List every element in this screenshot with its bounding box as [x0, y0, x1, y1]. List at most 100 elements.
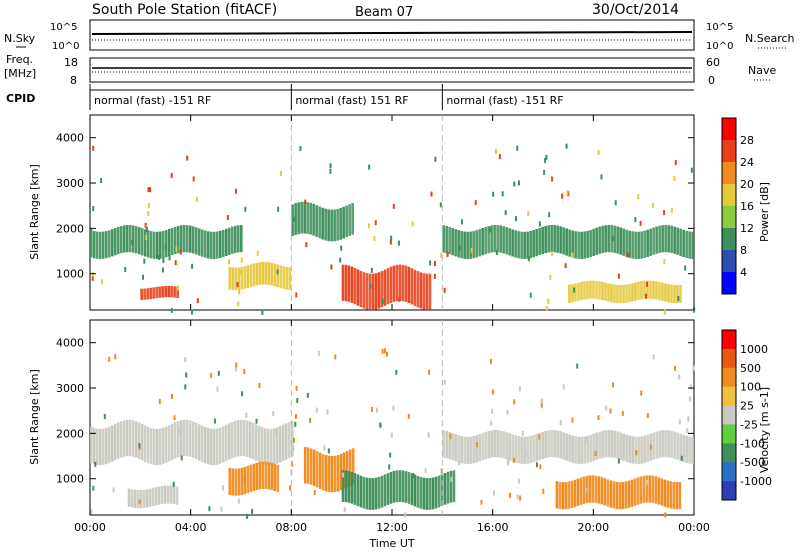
x-axis-title: Time UT	[368, 537, 414, 550]
colorbar-frame	[721, 329, 737, 501]
velocity-data-cell	[163, 485, 167, 504]
power-speck	[244, 206, 247, 212]
nsky-trace	[91, 31, 693, 35]
velocity-data-cell	[469, 436, 472, 464]
velocity-data-cell	[243, 419, 246, 457]
power-data-cell	[167, 285, 170, 298]
power-data-cell	[601, 281, 604, 301]
power-data-cell	[228, 227, 231, 255]
power-speck	[565, 143, 568, 149]
power-data-cell	[395, 264, 399, 302]
velocity-data-cell	[636, 477, 640, 505]
velocity-data-cell	[288, 421, 291, 459]
velocity-speck	[395, 369, 398, 375]
power-data-cell	[108, 230, 111, 258]
power-speck	[551, 251, 554, 257]
power-data-cell	[505, 227, 508, 255]
power-data-cell	[607, 224, 610, 253]
velocity-speck	[538, 434, 541, 440]
power-data-cell	[607, 283, 610, 302]
power-data-cell	[664, 224, 667, 253]
colorbar-swatch	[722, 462, 736, 482]
power-data-cell	[243, 266, 247, 289]
velocity-data-cell	[270, 462, 274, 491]
nave-label: Nave	[748, 64, 776, 77]
velocity-data-cell	[688, 436, 691, 464]
velocity-data-cell	[628, 435, 631, 463]
power-data-cell	[210, 231, 213, 259]
colorbar-swatch	[722, 330, 736, 350]
power-speck	[397, 240, 400, 246]
velocity-data-cell	[422, 477, 426, 510]
colorbar-swatch	[722, 118, 736, 141]
velocity-data-cell	[550, 429, 553, 458]
velocity-data-cell	[315, 451, 319, 488]
velocity-data-cell	[133, 489, 137, 508]
power-data-cell	[652, 280, 655, 299]
power-data-cell	[93, 231, 96, 259]
power-data-cell	[556, 225, 559, 253]
velocity-speck	[172, 481, 175, 487]
velocity-data-cell	[454, 434, 457, 462]
power-speck	[474, 200, 477, 206]
velocity-speck	[258, 382, 261, 388]
power-data-cell	[667, 225, 670, 253]
power-speck	[170, 172, 173, 178]
power-data-cell	[637, 231, 640, 259]
velocity-data-cell	[228, 423, 231, 460]
power-data-cell	[282, 266, 286, 289]
power-speck	[495, 250, 498, 256]
power-data-cell	[345, 205, 348, 238]
power-data-cell	[315, 205, 318, 237]
power-speck	[369, 283, 372, 289]
velocity-data-cell	[264, 428, 267, 465]
power-data-cell	[634, 231, 637, 259]
cpid-segment-label: normal (fast) 151 RF	[295, 94, 408, 107]
velocity-data-cell	[216, 428, 219, 465]
velocity-data-cell	[451, 433, 454, 461]
power-speck	[192, 176, 195, 182]
velocity-speck	[317, 350, 320, 356]
power-speck	[651, 203, 654, 209]
power-data-cell	[312, 203, 315, 236]
power-data-cell	[481, 228, 484, 256]
power-data-cell	[267, 262, 271, 285]
power-speck	[529, 292, 532, 298]
velocity-data-cell	[225, 424, 228, 462]
velocity-speck	[692, 365, 695, 371]
colorbar-tick-label: 24	[740, 156, 754, 169]
velocity-data-cell	[609, 480, 613, 508]
velocity-data-cell	[162, 427, 165, 464]
velocity-y-tick-label: 4000	[56, 337, 84, 350]
power-data-cell	[661, 282, 664, 301]
power-speck	[373, 236, 376, 242]
power-data-cell	[353, 267, 357, 305]
velocity-speck	[220, 506, 223, 512]
velocity-data-cell	[410, 473, 414, 506]
velocity-data-cell	[237, 468, 241, 496]
velocity-data-cell	[618, 482, 622, 510]
velocity-data-cell	[166, 485, 170, 504]
velocity-speck	[541, 398, 544, 404]
velocity-data-cell	[282, 424, 285, 461]
power-data-cell	[640, 281, 643, 300]
velocity-data-cell	[303, 447, 307, 484]
power-data-cell	[598, 281, 601, 300]
power-data-cell	[204, 230, 207, 258]
velocity-speck	[517, 478, 520, 484]
velocity-speck	[296, 397, 299, 403]
velocity-data-cell	[667, 430, 670, 458]
colorbar-tick-label: -500	[740, 456, 765, 469]
velocity-speck	[306, 392, 309, 398]
power-data-cell	[454, 229, 457, 257]
power-data-cell	[291, 204, 294, 237]
power-speck	[673, 175, 676, 181]
velocity-data-cell	[633, 478, 637, 506]
velocity-data-cell	[606, 479, 610, 507]
velocity-data-cell	[365, 477, 369, 510]
velocity-speck	[605, 405, 608, 411]
velocity-data-cell	[141, 424, 144, 461]
power-data-cell	[234, 225, 237, 253]
power-speck	[411, 221, 414, 227]
velocity-data-cell	[463, 436, 466, 464]
